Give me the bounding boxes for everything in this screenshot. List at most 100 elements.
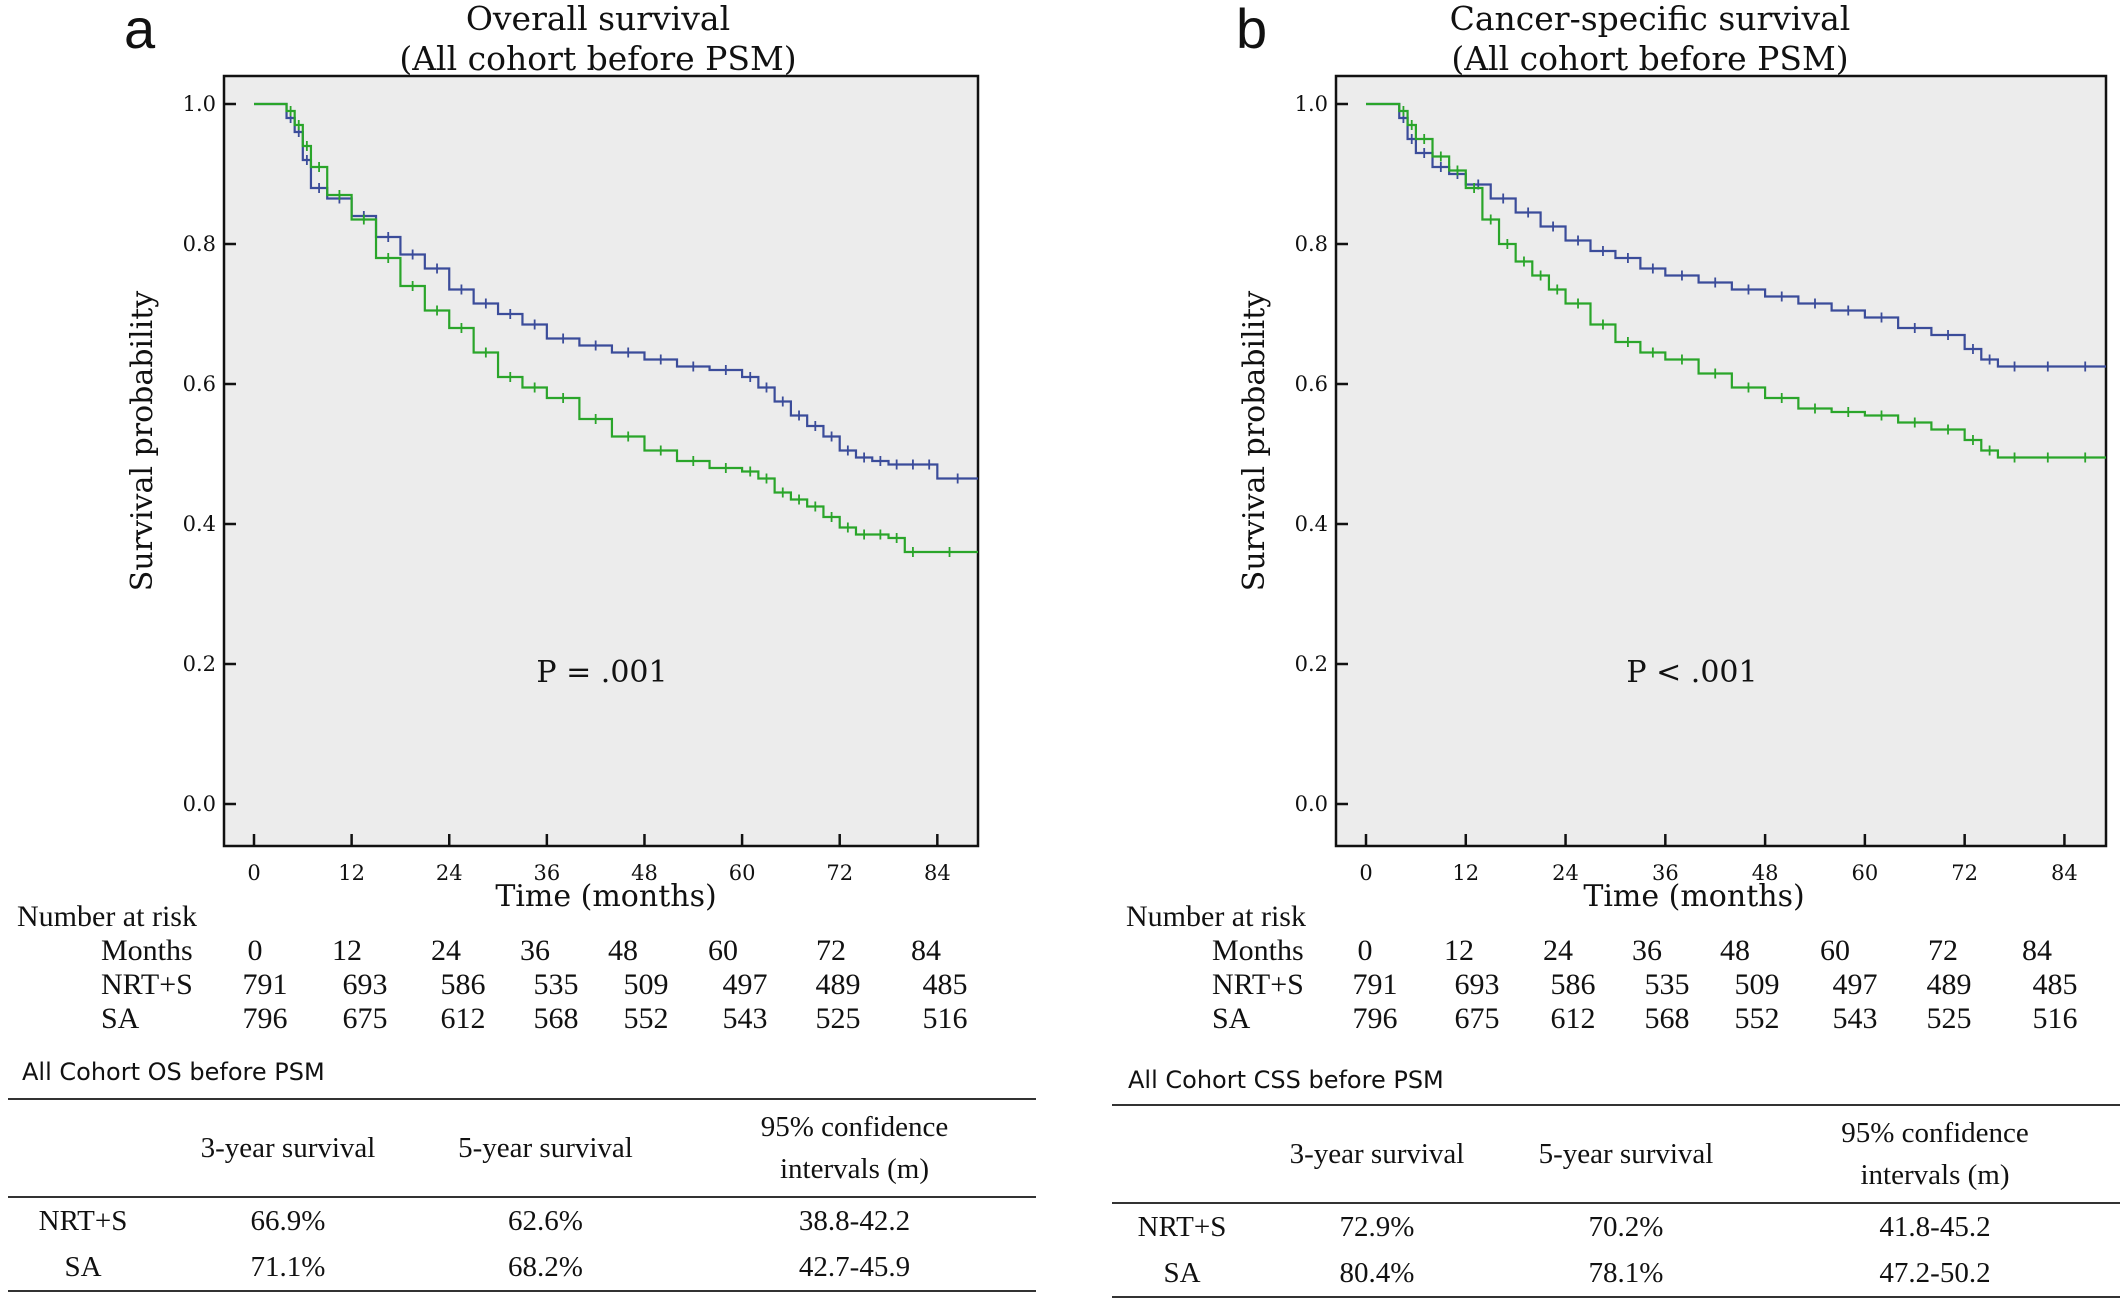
risk-cell: 552 (1734, 1002, 1780, 1035)
risk-row-label: NRT+S (101, 968, 193, 1001)
risk-cell: 485 (922, 968, 968, 1001)
panel-letter: a (124, 0, 156, 60)
header-blank (8, 1099, 158, 1197)
x-tick-label: 36 (533, 861, 560, 885)
row-label: SA (1163, 1256, 1201, 1289)
table-row: SA 80.4% 78.1% 47.2-50.2 (1112, 1250, 2120, 1297)
row-label: NRT+S (38, 1204, 128, 1237)
risk-cell: 24 (431, 934, 461, 967)
y-axis: 0.0 0.2 0.4 0.6 0.8 1.0 (183, 92, 236, 816)
header-ci-line2: intervals (m) (780, 1153, 929, 1185)
table-row: SA 71.1% 68.2% 42.7-45.9 (8, 1244, 1036, 1291)
cell-5year: 70.2% (1588, 1210, 1664, 1243)
header-ci-line1: 95% confidence (1841, 1117, 2029, 1149)
header-blank (1112, 1105, 1252, 1203)
y-tick-label: 0.6 (1295, 372, 1328, 396)
y-tick-label: 0.2 (1295, 652, 1328, 676)
risk-cell: 60 (1820, 934, 1850, 967)
risk-table-header: Number at risk (17, 900, 197, 933)
plot-area (1334, 74, 2108, 848)
x-tick-label: 0 (1359, 861, 1372, 885)
risk-cell: 796 (242, 1002, 288, 1035)
survival-table: 3-year survival 5-year survival 95% conf… (8, 1098, 1036, 1292)
plot-area (222, 74, 980, 848)
risk-cell: 612 (440, 1002, 486, 1035)
p-value: P = .001 (536, 655, 667, 690)
cell-5year: 78.1% (1588, 1256, 1664, 1289)
header-ci-line2: intervals (m) (1860, 1159, 2010, 1191)
cell-ci: 38.8-42.2 (798, 1204, 911, 1237)
risk-cell: 48 (1720, 934, 1750, 967)
p-value: P < .001 (1626, 655, 1757, 690)
panel-a: a Overall survival (All cohort before PS… (0, 0, 1064, 1297)
y-tick-label: 0.0 (183, 792, 216, 816)
risk-cell: 675 (342, 1002, 388, 1035)
y-tick-label: 1.0 (1295, 92, 1328, 116)
risk-cell: 612 (1550, 1002, 1596, 1035)
risk-cell: 568 (1644, 1002, 1690, 1035)
risk-cell: 72 (1928, 934, 1958, 967)
header-ci: 95% confidence intervals (m) (1750, 1105, 2120, 1203)
x-tick-label: 48 (1752, 861, 1779, 885)
y-tick-label: 0.0 (1295, 792, 1328, 816)
cell-ci: 47.2-50.2 (1879, 1256, 1991, 1289)
x-tick-label: 24 (1552, 861, 1579, 885)
x-tick-label: 36 (1652, 861, 1679, 885)
x-axis-label: Time (months) (495, 879, 716, 914)
risk-cell: 525 (1926, 1002, 1972, 1035)
risk-cell: 84 (2022, 934, 2052, 967)
x-tick-label: 84 (2051, 861, 2078, 885)
y-tick-label: 0.2 (183, 652, 216, 676)
risk-cell: 36 (520, 934, 550, 967)
survival-table: 3-year survival 5-year survival 95% conf… (1112, 1104, 2120, 1298)
risk-cell: 693 (1454, 968, 1500, 1001)
panel-b: b Cancer-specific survival (All cohort b… (1064, 0, 2128, 1297)
risk-cell: 568 (533, 1002, 579, 1035)
cell-3year: 66.9% (250, 1204, 326, 1237)
chart-title-line1: Overall survival (466, 0, 730, 38)
survival-table-title: All Cohort OS before PSM (22, 1058, 325, 1086)
km-chart-a: a Overall survival (All cohort before PS… (124, 0, 980, 914)
chart-title-line1: Cancer-specific survival (1450, 0, 1851, 38)
cell-5year: 68.2% (508, 1250, 583, 1283)
cell-ci: 41.8-45.2 (1879, 1210, 1991, 1243)
y-tick-label: 0.4 (183, 512, 216, 536)
risk-cell: 543 (1832, 1002, 1878, 1035)
table-row: NRT+S 66.9% 62.6% 38.8-42.2 (8, 1197, 1036, 1244)
header-ci: 95% confidence intervals (m) (673, 1099, 1036, 1197)
y-tick-label: 0.8 (183, 232, 216, 256)
risk-cell: 791 (1352, 968, 1398, 1001)
cell-5year: 62.6% (508, 1204, 583, 1237)
panel-letter: b (1236, 0, 1267, 60)
y-tick-label: 0.6 (183, 372, 216, 396)
header-5year: 5-year survival (458, 1132, 633, 1164)
cell-3year: 80.4% (1339, 1256, 1415, 1289)
risk-cell: 48 (608, 934, 638, 967)
cell-ci: 42.7-45.9 (798, 1250, 911, 1283)
risk-cell: 489 (1926, 968, 1972, 1001)
survival-curves (254, 102, 978, 557)
x-tick-label: 72 (826, 861, 853, 885)
y-tick-label: 0.8 (1295, 232, 1328, 256)
risk-cell: 509 (1734, 968, 1780, 1001)
y-tick-label: 1.0 (183, 92, 216, 116)
risk-cell: 516 (2032, 1002, 2078, 1035)
row-label: SA (64, 1250, 102, 1283)
risk-cell: 516 (922, 1002, 968, 1035)
risk-cell: 796 (1352, 1002, 1398, 1035)
risk-row-label: SA (101, 1002, 140, 1035)
x-tick-label: 12 (1452, 861, 1479, 885)
x-tick-label: 12 (338, 861, 365, 885)
x-tick-label: 84 (924, 861, 951, 885)
risk-cell: 24 (1543, 934, 1573, 967)
chart-title-line2: (All cohort before PSM) (1451, 39, 1848, 78)
x-tick-label: 24 (436, 861, 463, 885)
survival-table-header: 3-year survival 5-year survival 95% conf… (1112, 1105, 2120, 1203)
survival-table-header: 3-year survival 5-year survival 95% conf… (8, 1099, 1036, 1197)
survival-curves (1366, 102, 2106, 463)
risk-cell: 12 (332, 934, 362, 967)
header-5year: 5-year survival (1538, 1138, 1714, 1170)
x-tick-label: 48 (631, 861, 658, 885)
risk-cell: 497 (1832, 968, 1878, 1001)
risk-row-label: NRT+S (1212, 968, 1304, 1001)
